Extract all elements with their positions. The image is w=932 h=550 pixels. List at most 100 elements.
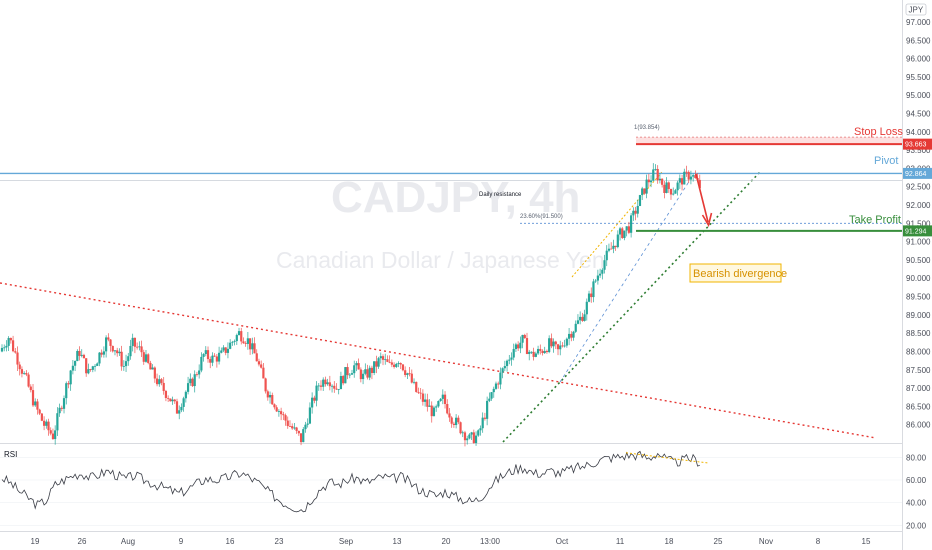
candle bbox=[324, 376, 327, 387]
projection-arrow[interactable] bbox=[695, 173, 709, 223]
candle bbox=[585, 298, 588, 321]
candle bbox=[678, 174, 681, 189]
candle bbox=[255, 349, 258, 362]
rsi-divergence-line[interactable] bbox=[625, 452, 709, 464]
candle bbox=[443, 391, 447, 409]
price-tick-label: 89.500 bbox=[906, 293, 931, 302]
candle bbox=[322, 377, 325, 391]
candle bbox=[590, 287, 593, 303]
currency-badge[interactable] bbox=[905, 3, 927, 16]
candle bbox=[364, 363, 367, 376]
candle bbox=[151, 364, 154, 370]
candle bbox=[543, 346, 546, 354]
candle bbox=[519, 336, 522, 354]
price-tick-label: 86.500 bbox=[906, 402, 931, 411]
price-tick-label: 89.000 bbox=[906, 311, 931, 320]
candle bbox=[634, 206, 637, 221]
candle bbox=[614, 245, 617, 251]
candle bbox=[82, 353, 86, 359]
candle bbox=[47, 418, 50, 436]
candle bbox=[505, 359, 509, 372]
candle bbox=[545, 349, 549, 354]
candle bbox=[23, 371, 26, 375]
time-tick-label: 20 bbox=[442, 537, 451, 546]
descending-trendline[interactable] bbox=[0, 282, 877, 439]
candle bbox=[136, 342, 139, 350]
candle bbox=[618, 226, 622, 241]
candle bbox=[158, 375, 161, 387]
candle bbox=[253, 337, 256, 354]
candle bbox=[34, 398, 37, 407]
candle bbox=[488, 392, 491, 403]
candle bbox=[295, 426, 298, 434]
candle bbox=[641, 186, 644, 201]
price-tick-label: 87.000 bbox=[906, 384, 931, 393]
candle bbox=[215, 353, 218, 368]
candle bbox=[67, 380, 70, 389]
candle bbox=[346, 363, 349, 380]
candle bbox=[171, 396, 174, 405]
candle bbox=[636, 199, 639, 218]
candle bbox=[51, 428, 55, 440]
candle bbox=[594, 279, 597, 283]
price-tick-label: 90.000 bbox=[906, 274, 931, 283]
time-tick-label: Aug bbox=[121, 537, 135, 546]
ascending-channel-lower[interactable] bbox=[502, 171, 761, 443]
candle bbox=[333, 381, 336, 393]
candle bbox=[625, 226, 628, 237]
candle bbox=[446, 399, 449, 415]
candle bbox=[286, 416, 289, 429]
candle bbox=[124, 354, 128, 372]
candle bbox=[3, 344, 6, 352]
candle bbox=[607, 243, 611, 253]
candle bbox=[262, 363, 265, 379]
candle bbox=[293, 422, 296, 430]
candle bbox=[654, 164, 657, 171]
candle bbox=[167, 395, 170, 402]
candle bbox=[472, 429, 475, 444]
candle bbox=[69, 369, 72, 391]
candle bbox=[603, 254, 606, 274]
candle bbox=[89, 368, 92, 372]
candle bbox=[237, 327, 241, 336]
candle bbox=[448, 408, 451, 422]
candle bbox=[344, 366, 347, 384]
candle bbox=[669, 188, 673, 200]
fib-retracement-line[interactable] bbox=[559, 179, 691, 383]
candle bbox=[7, 336, 10, 352]
candle bbox=[116, 347, 119, 357]
time-tick-label: 23 bbox=[275, 537, 284, 546]
candle bbox=[596, 269, 599, 285]
candle bbox=[559, 340, 562, 356]
candle bbox=[200, 352, 203, 373]
candle bbox=[206, 346, 210, 363]
candle bbox=[129, 339, 132, 360]
candle bbox=[492, 386, 495, 398]
candle bbox=[74, 360, 77, 371]
candle bbox=[612, 239, 615, 254]
candle bbox=[339, 371, 343, 390]
candle bbox=[455, 414, 458, 429]
currency-badge-label: JPY bbox=[909, 6, 924, 15]
candle bbox=[370, 365, 374, 380]
ascending-channel-upper[interactable] bbox=[571, 171, 663, 278]
candle bbox=[328, 375, 331, 391]
candle bbox=[401, 364, 405, 372]
candle bbox=[649, 175, 653, 188]
candle bbox=[231, 340, 234, 346]
time-tick-label: Nov bbox=[759, 537, 773, 546]
candle bbox=[525, 332, 529, 355]
candle bbox=[319, 380, 323, 391]
candle bbox=[45, 419, 48, 429]
candle bbox=[0, 344, 4, 353]
candle bbox=[432, 405, 436, 417]
candle bbox=[16, 346, 19, 371]
candle bbox=[468, 433, 471, 440]
candle bbox=[565, 337, 568, 348]
candle bbox=[610, 242, 613, 250]
candle bbox=[93, 363, 97, 372]
candle bbox=[71, 360, 74, 375]
time-tick-label: 8 bbox=[816, 537, 821, 546]
price-tick-label: 86.000 bbox=[906, 421, 931, 430]
